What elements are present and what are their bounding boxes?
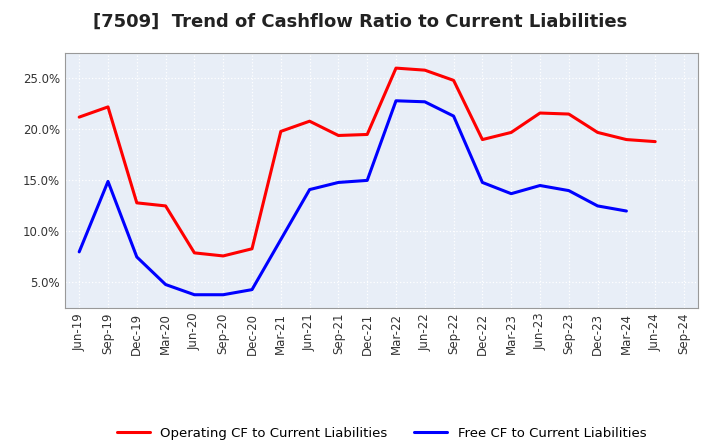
Operating CF to Current Liabilities <box>334 133 343 138</box>
Free CF to Current Liabilities <box>104 179 112 184</box>
Line: Free CF to Current Liabilities: Free CF to Current Liabilities <box>79 101 626 295</box>
Operating CF to Current Liabilities <box>478 137 487 142</box>
Operating CF to Current Liabilities <box>593 130 602 135</box>
Operating CF to Current Liabilities <box>219 253 228 259</box>
Free CF to Current Liabilities <box>392 98 400 103</box>
Operating CF to Current Liabilities <box>420 67 429 73</box>
Operating CF to Current Liabilities <box>564 111 573 117</box>
Free CF to Current Liabilities <box>564 188 573 193</box>
Free CF to Current Liabilities <box>363 178 372 183</box>
Operating CF to Current Liabilities <box>622 137 631 142</box>
Operating CF to Current Liabilities <box>190 250 199 256</box>
Operating CF to Current Liabilities <box>276 129 285 134</box>
Text: [7509]  Trend of Cashflow Ratio to Current Liabilities: [7509] Trend of Cashflow Ratio to Curren… <box>93 13 627 31</box>
Operating CF to Current Liabilities <box>104 104 112 110</box>
Free CF to Current Liabilities <box>478 180 487 185</box>
Operating CF to Current Liabilities <box>507 130 516 135</box>
Free CF to Current Liabilities <box>449 114 458 119</box>
Free CF to Current Liabilities <box>219 292 228 297</box>
Free CF to Current Liabilities <box>190 292 199 297</box>
Free CF to Current Liabilities <box>334 180 343 185</box>
Operating CF to Current Liabilities <box>449 78 458 83</box>
Line: Operating CF to Current Liabilities: Operating CF to Current Liabilities <box>79 68 655 256</box>
Operating CF to Current Liabilities <box>161 203 170 209</box>
Free CF to Current Liabilities <box>75 249 84 254</box>
Operating CF to Current Liabilities <box>651 139 660 144</box>
Operating CF to Current Liabilities <box>536 110 544 116</box>
Operating CF to Current Liabilities <box>305 118 314 124</box>
Free CF to Current Liabilities <box>305 187 314 192</box>
Free CF to Current Liabilities <box>536 183 544 188</box>
Free CF to Current Liabilities <box>161 282 170 287</box>
Operating CF to Current Liabilities <box>132 200 141 205</box>
Operating CF to Current Liabilities <box>75 114 84 120</box>
Free CF to Current Liabilities <box>248 287 256 292</box>
Free CF to Current Liabilities <box>622 209 631 214</box>
Legend: Operating CF to Current Liabilities, Free CF to Current Liabilities: Operating CF to Current Liabilities, Fre… <box>112 422 652 440</box>
Free CF to Current Liabilities <box>593 203 602 209</box>
Free CF to Current Liabilities <box>507 191 516 196</box>
Operating CF to Current Liabilities <box>248 246 256 251</box>
Operating CF to Current Liabilities <box>363 132 372 137</box>
Operating CF to Current Liabilities <box>392 66 400 71</box>
Free CF to Current Liabilities <box>132 254 141 260</box>
Free CF to Current Liabilities <box>420 99 429 104</box>
